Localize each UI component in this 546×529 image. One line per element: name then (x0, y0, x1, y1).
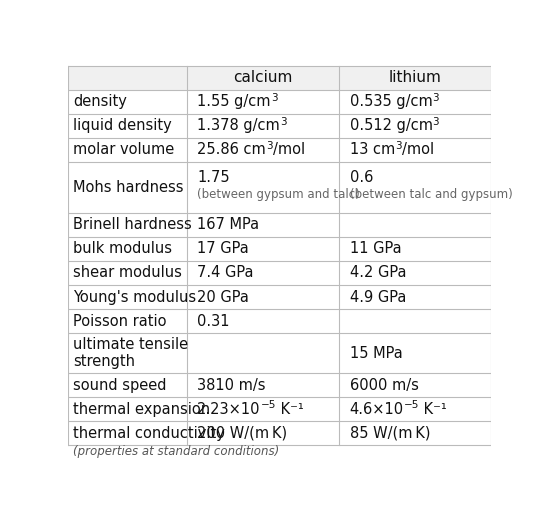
Text: 200 W/(m K): 200 W/(m K) (197, 426, 287, 441)
Text: 3: 3 (271, 93, 277, 103)
Text: liquid density: liquid density (73, 118, 172, 133)
Text: /mol: /mol (401, 142, 434, 158)
Text: −5: −5 (404, 400, 419, 410)
Text: 1.378 g/cm: 1.378 g/cm (197, 118, 280, 133)
Text: K⁻¹: K⁻¹ (419, 402, 447, 417)
Text: 1.75: 1.75 (197, 170, 230, 185)
Text: sound speed: sound speed (73, 378, 167, 393)
Text: 17 GPa: 17 GPa (197, 241, 249, 256)
Text: 4.6×10: 4.6×10 (349, 402, 404, 417)
Text: 6000 m/s: 6000 m/s (349, 378, 419, 393)
Text: ultimate tensile
strength: ultimate tensile strength (73, 337, 188, 369)
Text: shear modulus: shear modulus (73, 266, 182, 280)
Bar (68, 66, 491, 89)
Text: bulk modulus: bulk modulus (73, 241, 173, 256)
Text: −5: −5 (261, 400, 276, 410)
Text: 85 W/(m K): 85 W/(m K) (349, 426, 430, 441)
Text: thermal expansion: thermal expansion (73, 402, 210, 417)
Text: 3: 3 (432, 93, 439, 103)
Text: 3810 m/s: 3810 m/s (197, 378, 266, 393)
Text: 4.2 GPa: 4.2 GPa (349, 266, 406, 280)
Text: 25.86 cm: 25.86 cm (197, 142, 266, 158)
Text: 7.4 GPa: 7.4 GPa (197, 266, 254, 280)
Text: density: density (73, 94, 127, 109)
Text: 3: 3 (266, 141, 272, 151)
Text: 167 MPa: 167 MPa (197, 217, 259, 232)
Text: 2.23×10: 2.23×10 (197, 402, 261, 417)
Text: 15 MPa: 15 MPa (349, 345, 402, 361)
Text: K⁻¹: K⁻¹ (276, 402, 304, 417)
Text: Poisson ratio: Poisson ratio (73, 314, 167, 329)
Text: /mol: /mol (272, 142, 305, 158)
Text: (between talc and gypsum): (between talc and gypsum) (349, 188, 512, 202)
Text: 0.31: 0.31 (197, 314, 230, 329)
Text: 20 GPa: 20 GPa (197, 289, 249, 305)
Text: (between gypsum and talc): (between gypsum and talc) (197, 188, 360, 202)
Text: 0.6: 0.6 (349, 170, 373, 185)
Text: lithium: lithium (389, 70, 442, 85)
Text: 3: 3 (280, 117, 287, 127)
Text: 3: 3 (395, 141, 401, 151)
Text: 3: 3 (432, 117, 440, 127)
Text: thermal conductivity: thermal conductivity (73, 426, 225, 441)
Text: 1.55 g/cm: 1.55 g/cm (197, 94, 271, 109)
Text: calcium: calcium (233, 70, 293, 85)
Text: 13 cm: 13 cm (349, 142, 395, 158)
Text: 0.535 g/cm: 0.535 g/cm (349, 94, 432, 109)
Text: (properties at standard conditions): (properties at standard conditions) (73, 445, 280, 459)
Text: 4.9 GPa: 4.9 GPa (349, 289, 406, 305)
Text: molar volume: molar volume (73, 142, 175, 158)
Text: 0.512 g/cm: 0.512 g/cm (349, 118, 432, 133)
Text: 11 GPa: 11 GPa (349, 241, 401, 256)
Text: Young's modulus: Young's modulus (73, 289, 197, 305)
Text: Brinell hardness: Brinell hardness (73, 217, 192, 232)
Text: Mohs hardness: Mohs hardness (73, 180, 184, 195)
